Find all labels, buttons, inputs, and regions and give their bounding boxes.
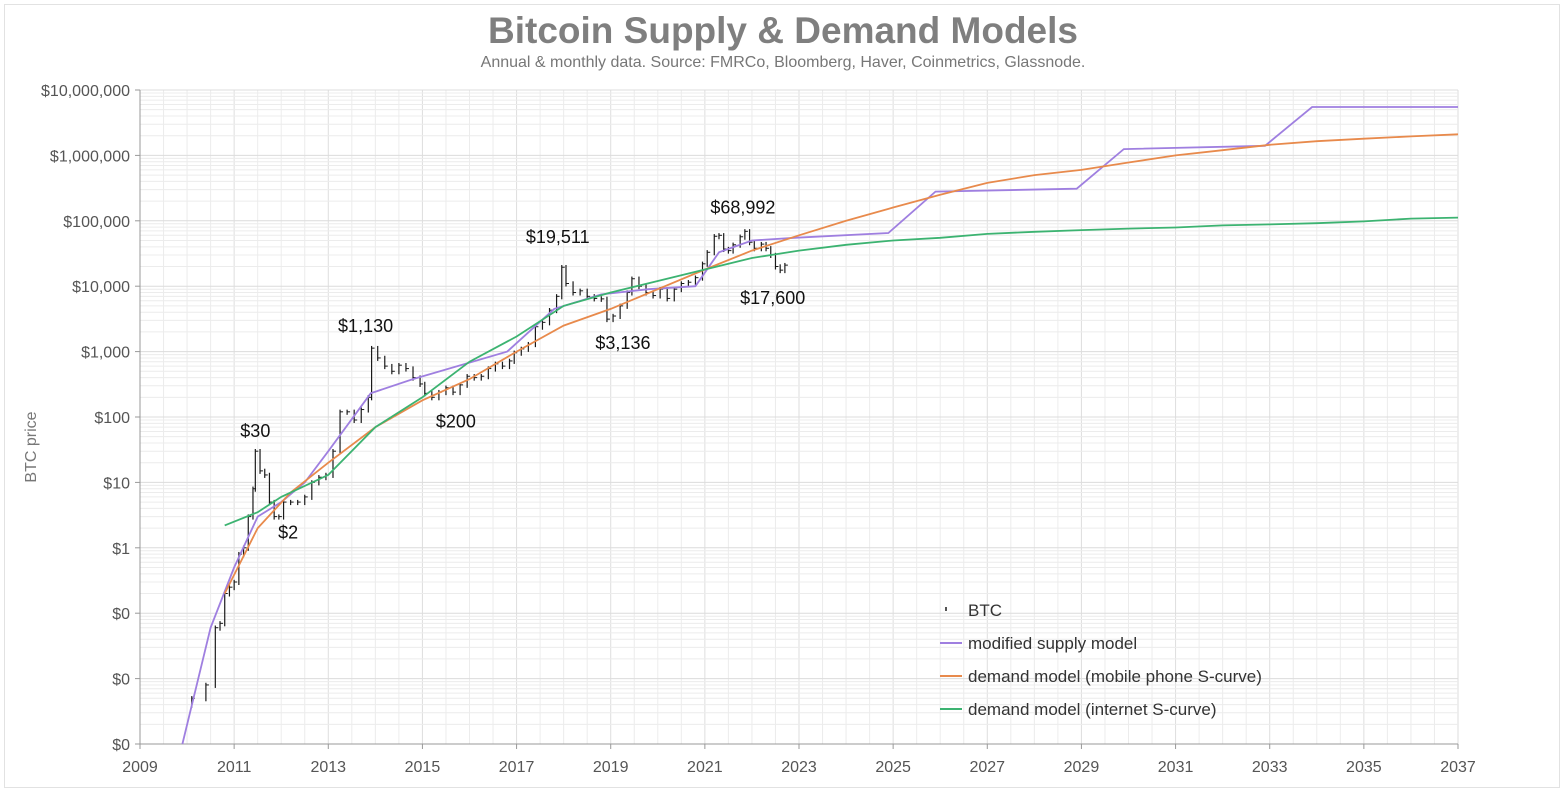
x-tick-label: 2027 [969,759,1005,776]
y-tick-label: $10,000,000 [41,83,130,100]
annotation-label: $3,136 [595,333,650,353]
x-tick-label: 2035 [1346,759,1382,776]
legend: BTC modified supply model demand model (mo… [940,601,1262,719]
x-tick-label: 2009 [122,759,158,776]
legend-label: modified supply model [968,634,1137,653]
grid [139,89,1459,745]
legend-label: demand model (internet S-curve) [968,700,1217,719]
annotation-label: $1,130 [338,316,393,336]
x-tick-label: 2037 [1440,759,1476,776]
legend-label: BTC [968,601,1002,620]
annotation-label: $68,992 [710,197,775,217]
y-tick-label: $1,000 [81,345,130,362]
y-tick-label: $10 [103,475,130,492]
y-tick-label: $0 [112,672,130,689]
y-axis-label: BTC price [23,411,40,482]
x-tick-label: 2013 [310,759,346,776]
chart-subtitle: Annual & monthly data. Source: FMRCo, Bl… [480,54,1086,71]
series-demand-internet [224,216,1459,527]
y-tick-label: $1,000,000 [50,148,130,165]
x-tick-label: 2031 [1158,759,1194,776]
series-demand-mobile [223,133,1459,594]
series-layer [181,106,1459,745]
axes: 2009 2011 2013 2015 2017 2019 2021 2023 2025 2027… [23,83,1476,776]
chart-title: Bitcoin Supply & Demand Models [488,10,1078,51]
x-tick-label: 2023 [781,759,817,776]
series-modified-supply-model [181,106,1458,745]
y-tick-label: $1 [112,541,130,558]
annotation-label: $200 [436,411,476,431]
annotation-label: $30 [240,421,270,441]
y-tick-label: $0 [112,606,130,623]
x-tick-label: 2021 [687,759,723,776]
x-tick-label: 2033 [1252,759,1288,776]
chart-frame [4,4,1560,788]
annotation-label: $17,600 [740,288,805,308]
x-tick-label: 2017 [499,759,535,776]
x-tick-label: 2029 [1064,759,1100,776]
legend-label: demand model (mobile phone S-curve) [968,667,1262,686]
annotations: $30 $2 $1,130 $200 $19,511 $3,136 $68,992 $17,6… [240,197,805,542]
annotation-label: $2 [278,523,298,543]
x-tick-label: 2011 [217,759,252,776]
annotation-label: $19,511 [526,227,590,247]
x-tick-label: 2025 [875,759,911,776]
y-tick-label: $10,000 [72,279,130,296]
x-tick-label: 2019 [593,759,629,776]
y-tick-label: $100 [94,410,130,427]
y-tick-label: $100,000 [63,214,130,231]
x-tick-label: 2015 [405,759,441,776]
y-tick-label: $0 [112,737,130,754]
